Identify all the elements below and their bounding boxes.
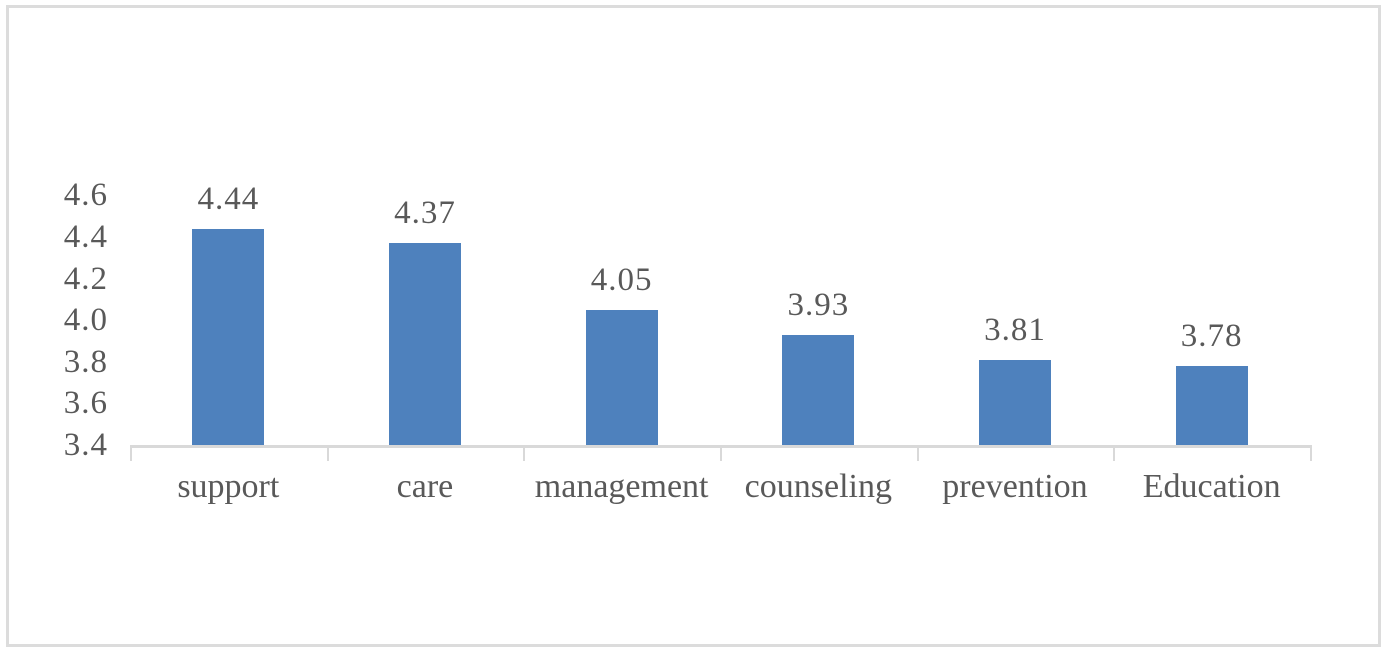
y-axis-tick-label: 3.4 <box>63 427 108 463</box>
bar-counseling <box>782 334 855 445</box>
x-axis-tick-mark <box>130 448 132 461</box>
bar-prevention <box>979 359 1051 445</box>
data-label: 4.37 <box>394 195 456 232</box>
category-label: care <box>396 468 454 505</box>
category-label: Education <box>1142 468 1281 505</box>
bar-management <box>585 309 658 445</box>
x-axis-tick-mark <box>916 448 919 461</box>
x-axis-line <box>130 445 1312 448</box>
category-label: management <box>534 468 709 505</box>
data-label: 3.93 <box>787 286 850 323</box>
x-axis-tick-mark <box>1113 448 1116 461</box>
category-label: prevention <box>942 468 1088 505</box>
x-axis-tick-mark <box>720 448 722 461</box>
bar-support <box>192 228 265 445</box>
bar-education <box>1175 365 1248 445</box>
category-label: support <box>177 468 280 505</box>
y-axis-tick-label: 3.6 <box>63 385 108 422</box>
y-axis-tick-label: 3.8 <box>63 343 108 380</box>
data-label: 3.78 <box>1180 317 1243 354</box>
category-label: counseling <box>744 468 892 505</box>
data-label: 3.81 <box>984 311 1046 348</box>
x-axis-tick-mark <box>1310 448 1312 461</box>
x-axis-tick-mark <box>326 448 329 461</box>
y-axis-tick-label: 4.6 <box>63 177 108 214</box>
data-label: 4.05 <box>590 261 653 298</box>
x-axis-tick-mark <box>523 448 526 461</box>
y-axis-tick-label: 4.2 <box>63 260 108 297</box>
y-axis-tick-label: 4.4 <box>63 219 108 255</box>
bar-care <box>389 243 461 445</box>
data-label: 4.44 <box>197 180 260 217</box>
y-axis-tick-label: 4.0 <box>63 302 108 339</box>
